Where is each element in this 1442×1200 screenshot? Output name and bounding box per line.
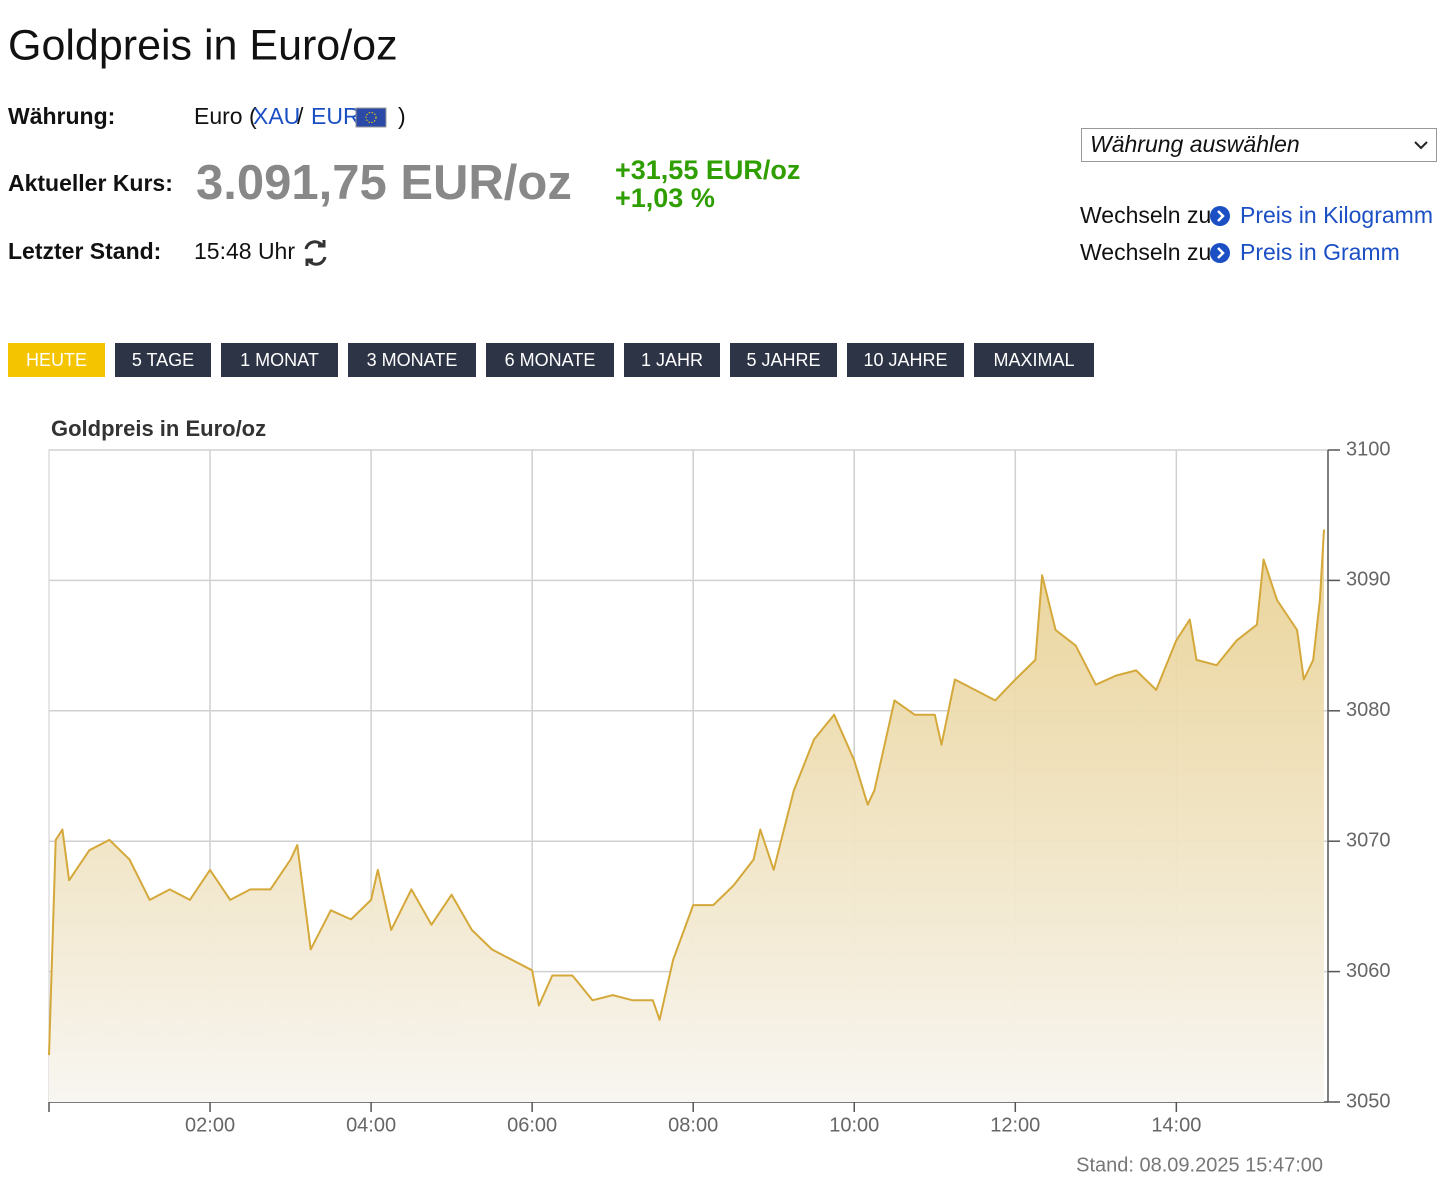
price-label: Aktueller Kurs: <box>8 170 173 196</box>
tab-bg <box>348 343 476 377</box>
currency-quote-link[interactable]: EUR <box>311 103 360 129</box>
link[interactable]: Preis in Kilogramm <box>1240 202 1433 228</box>
x-tick-label: 14:00 <box>1151 1114 1201 1136</box>
tab[interactable]: 5 TAGE <box>115 343 211 377</box>
tab-bg <box>486 343 614 377</box>
link-icon <box>1210 206 1230 226</box>
tab[interactable]: 1 MONAT <box>221 343 338 377</box>
link-icon <box>1210 243 1230 263</box>
tab-bg <box>624 343 720 377</box>
area <box>49 529 1324 1102</box>
y-tick-label: 3100 <box>1346 438 1391 460</box>
chart-footer: Stand: 08.09.2025 15:47:00 <box>1076 1154 1323 1176</box>
x-tick-label: 06:00 <box>507 1114 557 1136</box>
tab-bg <box>730 343 837 377</box>
currency-name: Euro ( <box>194 103 257 129</box>
price: 3.091,75 EUR/oz <box>196 156 572 210</box>
tab-label: MAXIMAL <box>993 350 1074 370</box>
eu-flag <box>355 107 387 128</box>
tab-label: HEUTE <box>26 350 87 370</box>
chevron <box>1414 141 1428 150</box>
select-placeholder: Währung auswählen <box>1090 131 1300 157</box>
tab-bg <box>974 343 1094 377</box>
tab-label: 1 JAHR <box>641 350 703 370</box>
currency-label: Währung: <box>8 103 115 129</box>
currency-separator: / <box>297 103 304 129</box>
tab-label: 1 MONAT <box>240 350 319 370</box>
chart-title: Goldpreis in Euro/oz <box>51 416 266 441</box>
tab-bg <box>221 343 338 377</box>
x-tick-label: 04:00 <box>346 1114 396 1136</box>
time-label: Letzter Stand: <box>8 238 161 264</box>
tab-label: 6 MONATE <box>505 350 596 370</box>
link-prefix: Wechseln zu <box>1080 202 1211 228</box>
y-tick-label: 3050 <box>1346 1090 1391 1112</box>
x-tick-label: 12:00 <box>990 1114 1040 1136</box>
refresh-icon[interactable] <box>304 240 327 266</box>
y-tick-label: 3070 <box>1346 829 1391 851</box>
tab-bg <box>847 343 964 377</box>
tab-label: 10 JAHRE <box>863 350 947 370</box>
x-tick-label: 08:00 <box>668 1114 718 1136</box>
y-tick-label: 3080 <box>1346 699 1391 721</box>
tab[interactable]: 5 JAHRE <box>730 343 837 377</box>
tab-label: 3 MONATE <box>367 350 458 370</box>
x-tick-label: 10:00 <box>829 1114 879 1136</box>
tab[interactable]: HEUTE <box>8 343 105 377</box>
tab[interactable]: 1 JAHR <box>624 343 720 377</box>
page-title: Goldpreis in Euro/oz <box>8 21 398 69</box>
time: 15:48 Uhr <box>194 238 295 264</box>
x-tick-label: 02:00 <box>185 1114 235 1136</box>
currency-base-link[interactable]: XAU <box>253 103 300 129</box>
tab-bar: HEUTE 5 TAGE 1 MONAT 3 MONATE 6 MONATE 1 JAHR… <box>8 343 1094 377</box>
price-change-pct: +1,03 % <box>615 183 715 213</box>
y-tick-label: 3060 <box>1346 960 1391 982</box>
chart: 3050 3060 3070 3080 3090 3100 02:00 04:00 06:00 0… <box>48 438 1391 1136</box>
link-icon-arrow <box>1217 210 1225 222</box>
currency-close: ) <box>398 103 406 129</box>
currency-select[interactable]: Währung auswählen <box>1081 128 1437 162</box>
tab-bg <box>8 343 105 377</box>
link[interactable]: Preis in Gramm <box>1240 239 1400 265</box>
y-tick-label: 3090 <box>1346 569 1391 591</box>
link-prefix: Wechseln zu <box>1080 239 1211 265</box>
tab[interactable]: MAXIMAL <box>974 343 1094 377</box>
tab-bg <box>115 343 211 377</box>
price-change: +31,55 EUR/oz <box>615 155 800 185</box>
tab-label: 5 JAHRE <box>746 350 820 370</box>
eu-stars <box>365 112 377 123</box>
link-icon-arrow <box>1217 247 1225 259</box>
line <box>48 529 1325 1056</box>
tab[interactable]: 3 MONATE <box>348 343 476 377</box>
tab[interactable]: 6 MONATE <box>486 343 614 377</box>
tab[interactable]: 10 JAHRE <box>847 343 964 377</box>
tab-label: 5 TAGE <box>132 350 194 370</box>
